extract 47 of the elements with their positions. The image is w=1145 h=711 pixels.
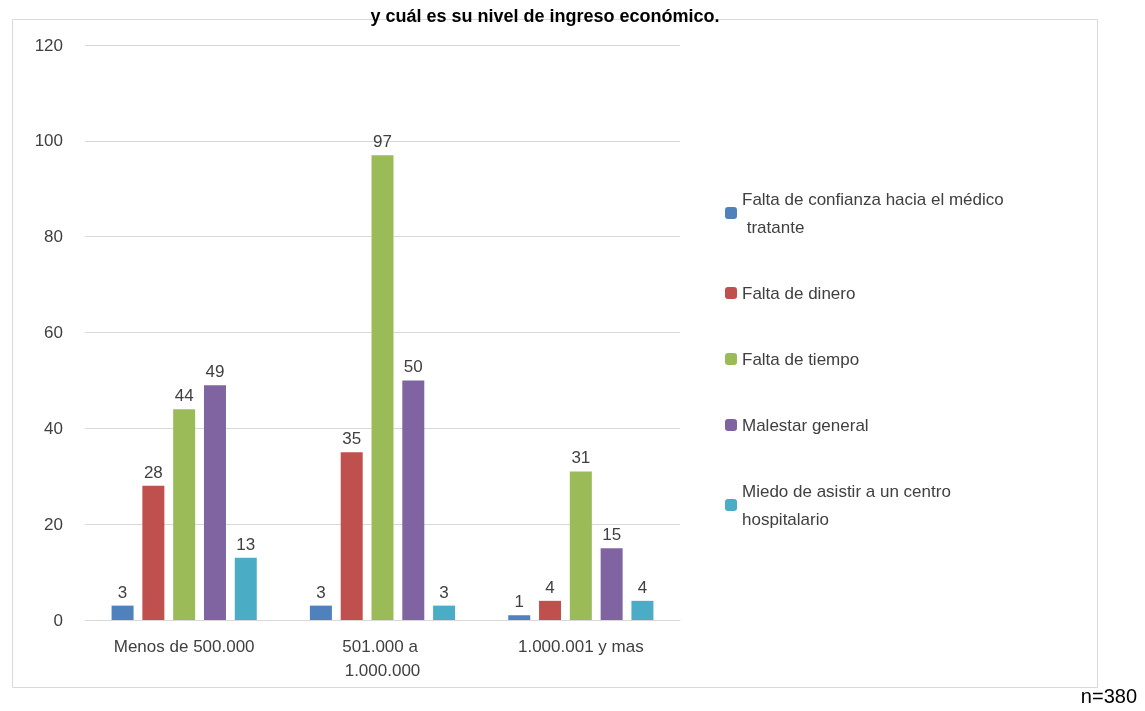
x-tick-label: 1.000.001 y mas <box>517 636 644 656</box>
text: n=380 <box>1080 685 1137 707</box>
bar <box>402 380 425 620</box>
data-label: 35 <box>342 429 362 449</box>
y-tick-label: 0 <box>53 610 63 630</box>
data-label: 28 <box>143 462 163 482</box>
legend-label: Falta de confianza hacia el médico tratante <box>742 189 1004 237</box>
x-tick-label: 501.000 a 1.000.000 <box>342 636 423 680</box>
bar <box>631 600 654 620</box>
bar <box>340 452 363 620</box>
y-tick-label: 40 <box>44 418 63 438</box>
data-label: 13 <box>236 534 256 554</box>
bar <box>203 385 226 620</box>
y-tick-label: 80 <box>44 227 63 247</box>
y-tick-label: 100 <box>34 131 63 151</box>
y-tick-label: 20 <box>44 514 63 534</box>
legend-label: Falta de tiempo <box>742 349 860 369</box>
data-label: 4 <box>545 577 555 597</box>
data-label: 3 <box>439 582 449 602</box>
data-label: 44 <box>174 386 194 406</box>
bar <box>234 557 257 620</box>
data-label: 49 <box>205 362 225 382</box>
bar <box>173 409 196 620</box>
bar <box>142 485 165 620</box>
bar <box>508 615 531 620</box>
data-label: 1 <box>514 592 524 612</box>
bar <box>539 600 562 620</box>
legend-label: Malestar general <box>742 415 869 435</box>
bar <box>600 548 623 620</box>
bar <box>371 155 394 620</box>
data-label: 50 <box>403 357 423 377</box>
bar <box>309 605 332 620</box>
bar <box>433 605 456 620</box>
y-tick-label: 60 <box>44 323 63 342</box>
bar <box>569 471 592 620</box>
legend-label: Falta de dinero <box>742 283 856 303</box>
data-label: 31 <box>571 448 591 468</box>
data-label: 3 <box>316 582 326 602</box>
y-tick-label: 120 <box>34 35 63 55</box>
data-label: 97 <box>373 132 392 152</box>
legend-label: Miedo de asistir a un centro hospitalario <box>742 481 956 529</box>
data-label: 4 <box>637 577 648 597</box>
x-tick-label: Menos de 500.000 <box>113 636 255 656</box>
data-label: 3 <box>117 582 128 602</box>
data-label: 15 <box>602 525 622 545</box>
chart-title: y cuál es su nivel de ingreso económico. <box>370 6 720 26</box>
bar <box>111 605 134 620</box>
